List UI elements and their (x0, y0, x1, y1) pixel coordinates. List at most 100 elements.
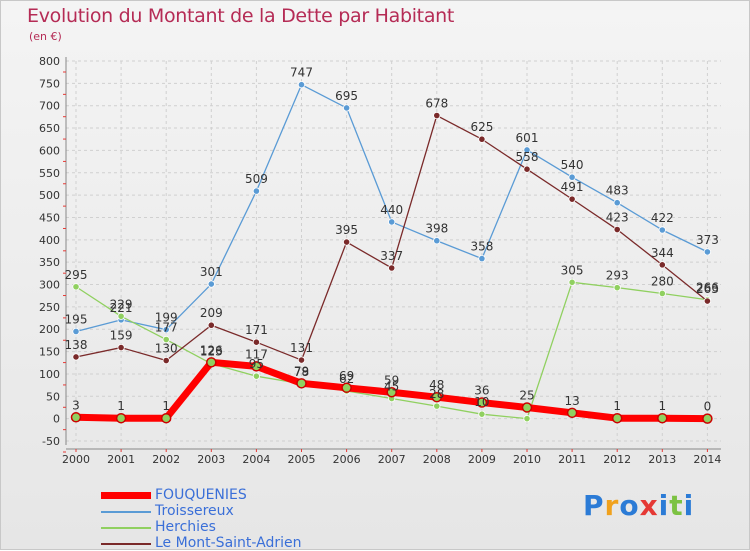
grid (66, 60, 721, 442)
data-point-le-mont-saint-adrien (72, 353, 80, 361)
data-label-herchies: 45 (384, 380, 399, 394)
data-point-le-mont-saint-adrien (117, 343, 125, 352)
data-point-le-mont-saint-adrien (388, 264, 396, 272)
data-point-troissereux (613, 199, 621, 207)
logo-letter: x (639, 489, 659, 522)
data-point-troissereux (162, 326, 170, 334)
y-tick-label: 550 (39, 167, 60, 180)
data-point-fouquenies (386, 387, 397, 398)
logo-letter: t (669, 489, 684, 522)
legend-swatch-fouquenies (101, 492, 151, 499)
data-label-fouquenies: 48 (429, 378, 444, 392)
data-label-troissereux: 540 (561, 158, 584, 172)
data-point-herchies (162, 335, 170, 344)
series-lines (70, 81, 713, 424)
data-label-fouquenies: 25 (519, 388, 534, 402)
data-point-fouquenies (160, 412, 172, 424)
data-point-herchies (658, 289, 666, 298)
data-point-le-mont-saint-adrien (613, 225, 621, 234)
y-tick-label: 150 (39, 346, 60, 359)
y-tick-label: 800 (39, 55, 60, 68)
data-point-fouquenies (251, 361, 262, 372)
x-tick-label: 2008 (423, 453, 451, 466)
data-label-troissereux: 509 (245, 172, 268, 186)
legend-swatch-troissereux (101, 511, 151, 513)
data-label-fouquenies: 117 (245, 347, 268, 361)
y-tick-label: 250 (39, 301, 60, 314)
logo-letter: o (619, 489, 640, 522)
y-tick-label: 300 (39, 279, 60, 292)
x-tick-label: 2009 (468, 453, 496, 466)
legend-label-herchies: Herchies (155, 519, 216, 535)
data-point-fouquenies (657, 412, 668, 424)
logo-letter: i (658, 489, 670, 522)
data-label-fouquenies: 1 (658, 399, 666, 413)
y-tick-label: 350 (39, 256, 60, 269)
data-point-le-mont-saint-adrien (658, 261, 666, 269)
chart-subtitle: (en €) (29, 30, 62, 43)
data-point-troissereux (523, 146, 531, 154)
data-label-herchies: 62 (339, 372, 354, 386)
data-point-troissereux (568, 173, 576, 181)
data-label-herchies: 78 (294, 365, 309, 379)
data-label-troissereux: 422 (651, 211, 674, 225)
data-point-le-mont-saint-adrien (252, 338, 260, 346)
data-label-troissereux: 358 (470, 240, 493, 254)
data-label-le-mont-saint-adrien: 130 (155, 342, 178, 356)
data-label-herchies: 305 (561, 263, 584, 277)
data-label-herchies: 229 (110, 297, 133, 311)
data-point-fouquenies (206, 357, 217, 368)
y-tick-label: 500 (39, 189, 60, 202)
data-label-troissereux: 373 (696, 233, 719, 247)
data-label-fouquenies: 126 (200, 343, 223, 357)
data-label-fouquenies: 1 (117, 399, 125, 413)
y-tick-label: 200 (39, 323, 60, 336)
data-point-le-mont-saint-adrien (162, 356, 170, 365)
data-label-le-mont-saint-adrien: 344 (651, 246, 674, 260)
data-label-le-mont-saint-adrien: 171 (245, 323, 268, 337)
axes: -500501001502002503003504004505005506006… (39, 55, 721, 466)
data-point-troissereux (297, 81, 306, 89)
x-tick-label: 2013 (648, 453, 676, 466)
data-point-fouquenies (341, 382, 352, 394)
legend-swatch-herchies (101, 527, 151, 529)
y-tick-label: 650 (39, 122, 60, 135)
data-point-le-mont-saint-adrien (478, 135, 486, 143)
data-label-le-mont-saint-adrien: 558 (516, 150, 539, 164)
data-point-herchies (613, 284, 621, 292)
data-label-herchies: 28 (429, 387, 444, 401)
data-label-fouquenies: 0 (704, 400, 712, 414)
y-tick-label: 50 (46, 390, 60, 403)
data-label-fouquenies: 1 (162, 399, 170, 413)
x-tick-label: 2011 (558, 453, 586, 466)
y-tick-label: 600 (39, 144, 60, 157)
logo-letter: i (683, 489, 695, 522)
data-point-fouquenies (521, 402, 533, 413)
data-label-fouquenies: 36 (474, 384, 489, 398)
data-label-fouquenies: 59 (384, 373, 399, 387)
y-tick-label: 750 (39, 77, 60, 90)
data-label-fouquenies: 13 (564, 394, 579, 408)
data-label-troissereux: 747 (290, 66, 313, 80)
data-label-le-mont-saint-adrien: 337 (380, 249, 403, 263)
x-tick-label: 2007 (378, 453, 406, 466)
x-tick-label: 2012 (603, 453, 631, 466)
legend-label-fouquenies: FOUQUENIES (155, 487, 247, 503)
data-label-fouquenies: 3 (72, 398, 80, 412)
data-point-troissereux (703, 248, 712, 256)
data-point-herchies (252, 372, 260, 380)
data-label-fouquenies: 79 (294, 364, 309, 378)
data-point-troissereux (433, 237, 441, 245)
data-label-herchies: 266 (696, 281, 719, 295)
data-label-herchies: 123 (200, 345, 223, 359)
data-label-troissereux: 199 (155, 311, 178, 325)
data-point-troissereux (388, 218, 396, 226)
data-point-le-mont-saint-adrien (703, 297, 712, 305)
data-label-le-mont-saint-adrien: 491 (561, 180, 584, 194)
data-label-le-mont-saint-adrien: 678 (425, 97, 448, 111)
data-point-fouquenies (566, 407, 578, 419)
data-label-le-mont-saint-adrien: 131 (290, 341, 313, 355)
data-point-troissereux (342, 104, 351, 112)
data-label-le-mont-saint-adrien: 625 (470, 120, 493, 134)
